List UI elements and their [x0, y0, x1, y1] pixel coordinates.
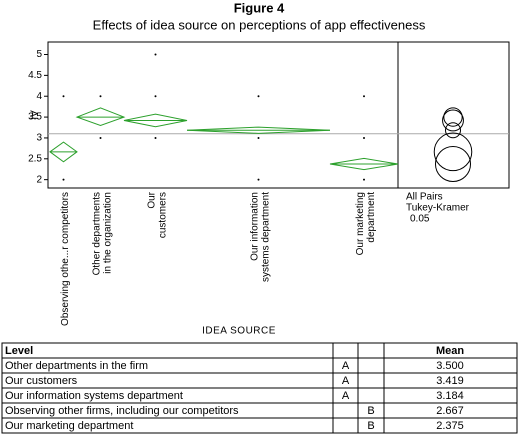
- data-point: [257, 136, 260, 139]
- table-cell: B: [367, 405, 374, 417]
- y-tick-label: 2.5: [28, 153, 42, 164]
- x-tick-label: Other departments: [92, 192, 103, 275]
- data-point: [154, 95, 157, 98]
- comparison-circle: [443, 107, 463, 127]
- x-tick-label: Our information: [250, 192, 261, 261]
- table-cell: Our customers: [5, 375, 78, 387]
- data-point: [363, 136, 365, 139]
- y-tick-label: 5: [36, 49, 42, 60]
- data-point: [99, 136, 102, 139]
- table-cell: A: [342, 360, 350, 372]
- table-cell: Our information systems department: [5, 390, 183, 402]
- data-point: [154, 136, 157, 139]
- table-header: Mean: [436, 345, 464, 357]
- x-tick-label: customers: [158, 192, 169, 238]
- x-tick-label: department: [366, 192, 377, 243]
- x-tick-label: Observing othe...r competitors: [60, 192, 71, 326]
- comparison-label: All Pairs: [406, 192, 443, 203]
- data-point: [99, 95, 102, 98]
- table-cell: Other departments in the firm: [5, 360, 148, 372]
- comparison-circle: [433, 132, 473, 172]
- table-cell: 3.184: [436, 390, 464, 402]
- table-cell: Observing other firms, including our com…: [5, 405, 239, 417]
- y-tick-label: 2: [36, 174, 42, 185]
- table-cell: B: [367, 420, 374, 432]
- table-cell: 3.500: [436, 360, 464, 372]
- comparison-circle: [444, 122, 462, 139]
- comparison-circle: [442, 109, 464, 132]
- data-point: [62, 178, 65, 181]
- data-point: [363, 95, 365, 98]
- y-axis-title: AI: [27, 110, 38, 119]
- x-tick-label: systems department: [261, 192, 272, 282]
- comparison-label: 0.05: [410, 214, 430, 225]
- table-cell: 2.375: [436, 420, 464, 432]
- data-point: [62, 95, 65, 98]
- x-tick-label: Our marketing: [355, 192, 366, 255]
- data-point: [257, 95, 260, 98]
- x-axis-title: IDEA SOURCE: [202, 326, 276, 337]
- y-tick-label: 4: [36, 91, 42, 102]
- plot-frame: [47, 41, 510, 189]
- table-header: Level: [5, 345, 33, 357]
- data-point: [363, 178, 365, 181]
- figure-title: Figure 4: [234, 0, 285, 15]
- data-point: [154, 53, 157, 56]
- y-tick-label: 3: [36, 133, 42, 144]
- table-cell: 3.419: [436, 375, 464, 387]
- table-cell: A: [342, 375, 350, 387]
- table-cell: A: [342, 390, 350, 402]
- table-cell: 2.667: [436, 405, 464, 417]
- table-cell: Our marketing department: [5, 420, 133, 432]
- x-tick-label: Our: [147, 191, 158, 208]
- figure-subtitle: Effects of idea source on perceptions of…: [93, 17, 426, 32]
- x-tick-label: in the organization: [103, 192, 114, 274]
- comparison-label: Tukey-Kramer: [406, 203, 470, 214]
- y-tick-label: 3.5: [28, 112, 42, 123]
- y-tick-label: 4.5: [28, 70, 42, 81]
- data-point: [257, 178, 260, 181]
- comparison-circle: [434, 145, 472, 183]
